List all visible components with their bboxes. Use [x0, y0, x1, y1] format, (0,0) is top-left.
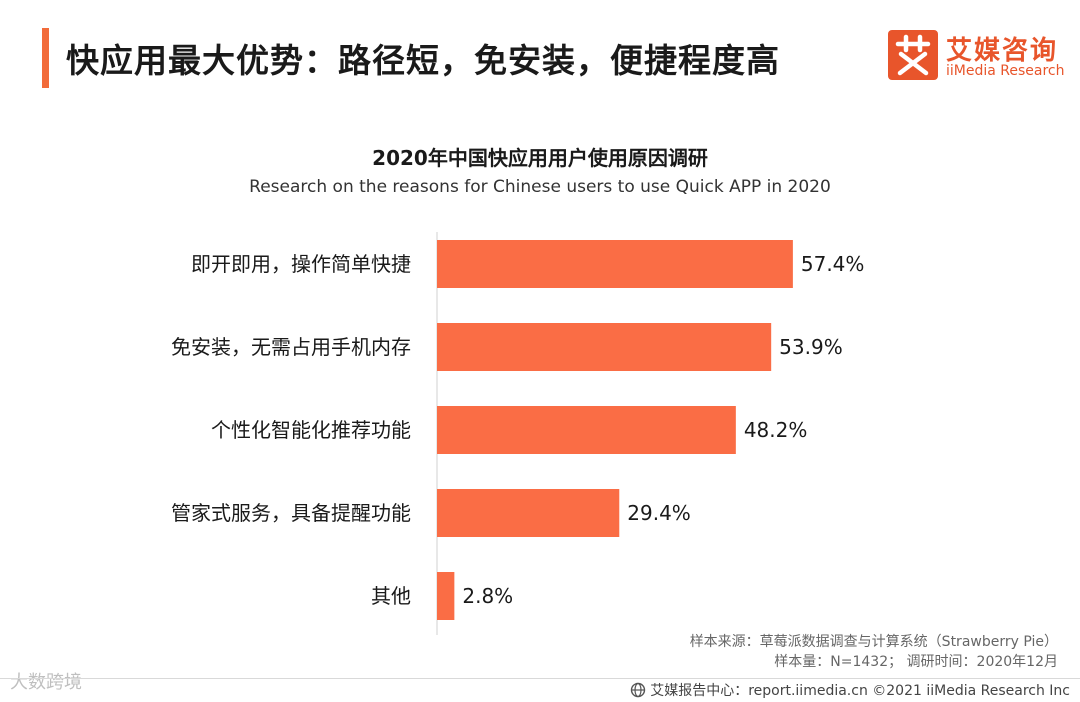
- sample-line: 样本量：N=1432； 调研时间：2020年12月: [774, 654, 1058, 670]
- value-label-3: 29.4%: [627, 501, 691, 525]
- bar-1: [437, 323, 772, 371]
- chart-title: 2020年中国快应用用户使用原因调研: [372, 146, 708, 170]
- title-accent-bar: [42, 28, 49, 88]
- brand-logo: 艾媒咨询 iiMedia Research: [888, 30, 1068, 82]
- source-note: 样本来源：草莓派数据调查与计算系统（Strawberry Pie） 样本量：N=…: [690, 632, 1058, 672]
- globe-icon: [630, 682, 646, 702]
- page-title: 快应用最大优势：路径短，免安装，便捷程度高: [66, 41, 780, 80]
- bar-2: [437, 406, 736, 454]
- chart-subtitle: Research on the reasons for Chinese user…: [249, 177, 831, 197]
- bar-4: [437, 572, 455, 620]
- footer: 艾媒报告中心：report.iimedia.cn ©2021 iiMedia R…: [630, 680, 1070, 702]
- category-label-0: 即开即用，操作简单快捷: [191, 252, 411, 276]
- bar-0: [437, 240, 793, 288]
- value-label-0: 57.4%: [801, 252, 865, 276]
- category-label-4: 其他: [371, 584, 411, 608]
- category-label-3: 管家式服务，具备提醒功能: [171, 501, 411, 525]
- value-label-1: 53.9%: [779, 335, 843, 359]
- watermark: 大数跨境: [10, 672, 82, 693]
- value-label-2: 48.2%: [744, 418, 808, 442]
- iimedia-logo-mark-icon: [888, 30, 938, 80]
- category-label-2: 个性化智能化推荐功能: [211, 418, 411, 442]
- footer-text: 艾媒报告中心：report.iimedia.cn ©2021 iiMedia R…: [650, 683, 1070, 699]
- value-label-4: 2.8%: [462, 584, 513, 608]
- category-label-1: 免安装，无需占用手机内存: [171, 335, 411, 359]
- logo-name-cn: 艾媒咨询: [946, 36, 1059, 66]
- footer-divider: [0, 678, 1080, 679]
- logo-name-en: iiMedia Research: [946, 63, 1065, 79]
- bar-3: [437, 489, 620, 537]
- source-line: 样本来源：草莓派数据调查与计算系统（Strawberry Pie）: [689, 634, 1058, 650]
